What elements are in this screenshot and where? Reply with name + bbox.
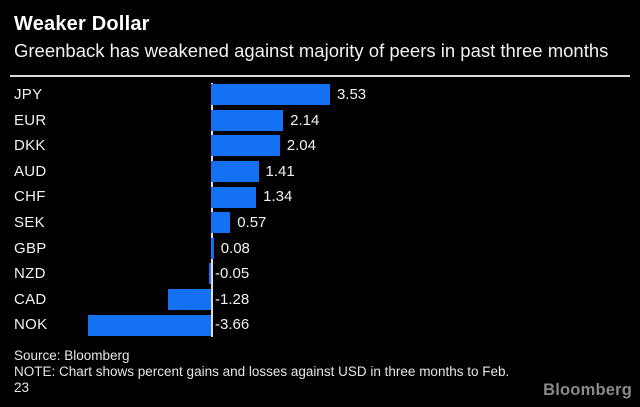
bar [211,212,231,234]
category-label: DKK [14,137,46,155]
chart-row: JPY 3.53 [0,82,640,108]
category-label: AUD [14,162,47,180]
note-text-line2: 23 [14,380,30,396]
source-text: Source: Bloomberg [14,348,130,363]
chart-row: NZD -0.05 [0,261,640,287]
value-label: 0.57 [237,214,267,231]
value-label: 3.53 [336,86,367,103]
bar [211,186,257,208]
value-label: 1.34 [263,188,293,206]
chart-row: EUR 2.14 [0,108,640,134]
bar [211,237,214,259]
value-label: -0.05 [215,265,250,283]
chart-row: CHF 1.34 [0,184,640,210]
bar [167,289,211,311]
bar [209,263,211,285]
bar [211,135,280,157]
chart-row: CAD -1.28 [0,287,640,313]
note-text-line1: NOTE: Chart shows percent gains and loss… [14,364,510,380]
chart-row: DKK 2.04 [0,133,640,159]
bar [211,161,259,183]
chart-row: GBP 0.08 [0,236,640,262]
category-label: SEK [14,214,45,231]
category-label: CHF [14,188,46,206]
category-label: NZD [14,265,46,283]
plot-area: JPY 3.53 EUR 2.14 DKK 2.04 AUD 1.41 CHF 1.34 SEK 0.… [0,82,640,338]
category-label: CAD [14,290,47,308]
value-label: 2.04 [286,137,316,155]
category-label: JPY [14,86,43,103]
value-label: 0.08 [220,239,250,257]
category-label: NOK [14,316,48,334]
footer: Source: Bloomberg NOTE: Chart shows perc… [14,348,509,397]
zero-baseline [211,83,213,337]
value-label: 2.14 [290,111,320,129]
chart-row: AUD 1.41 [0,159,640,185]
value-label: -1.28 [215,290,250,308]
chart-subtitle: Greenback has weakened against majority … [14,40,609,61]
chart-row: NOK -3.66 [0,312,640,338]
category-label: EUR [14,111,47,129]
bloomberg-logo: Bloomberg [543,381,632,399]
value-label: -3.66 [215,316,250,334]
value-label: 1.41 [265,162,295,180]
bar [211,84,330,106]
bar [211,109,284,131]
bar [87,314,211,336]
category-label: GBP [14,239,47,257]
chart-row: SEK 0.57 [0,210,640,236]
chart-title: Weaker Dollar [14,13,150,35]
header-divider-line [10,75,630,77]
